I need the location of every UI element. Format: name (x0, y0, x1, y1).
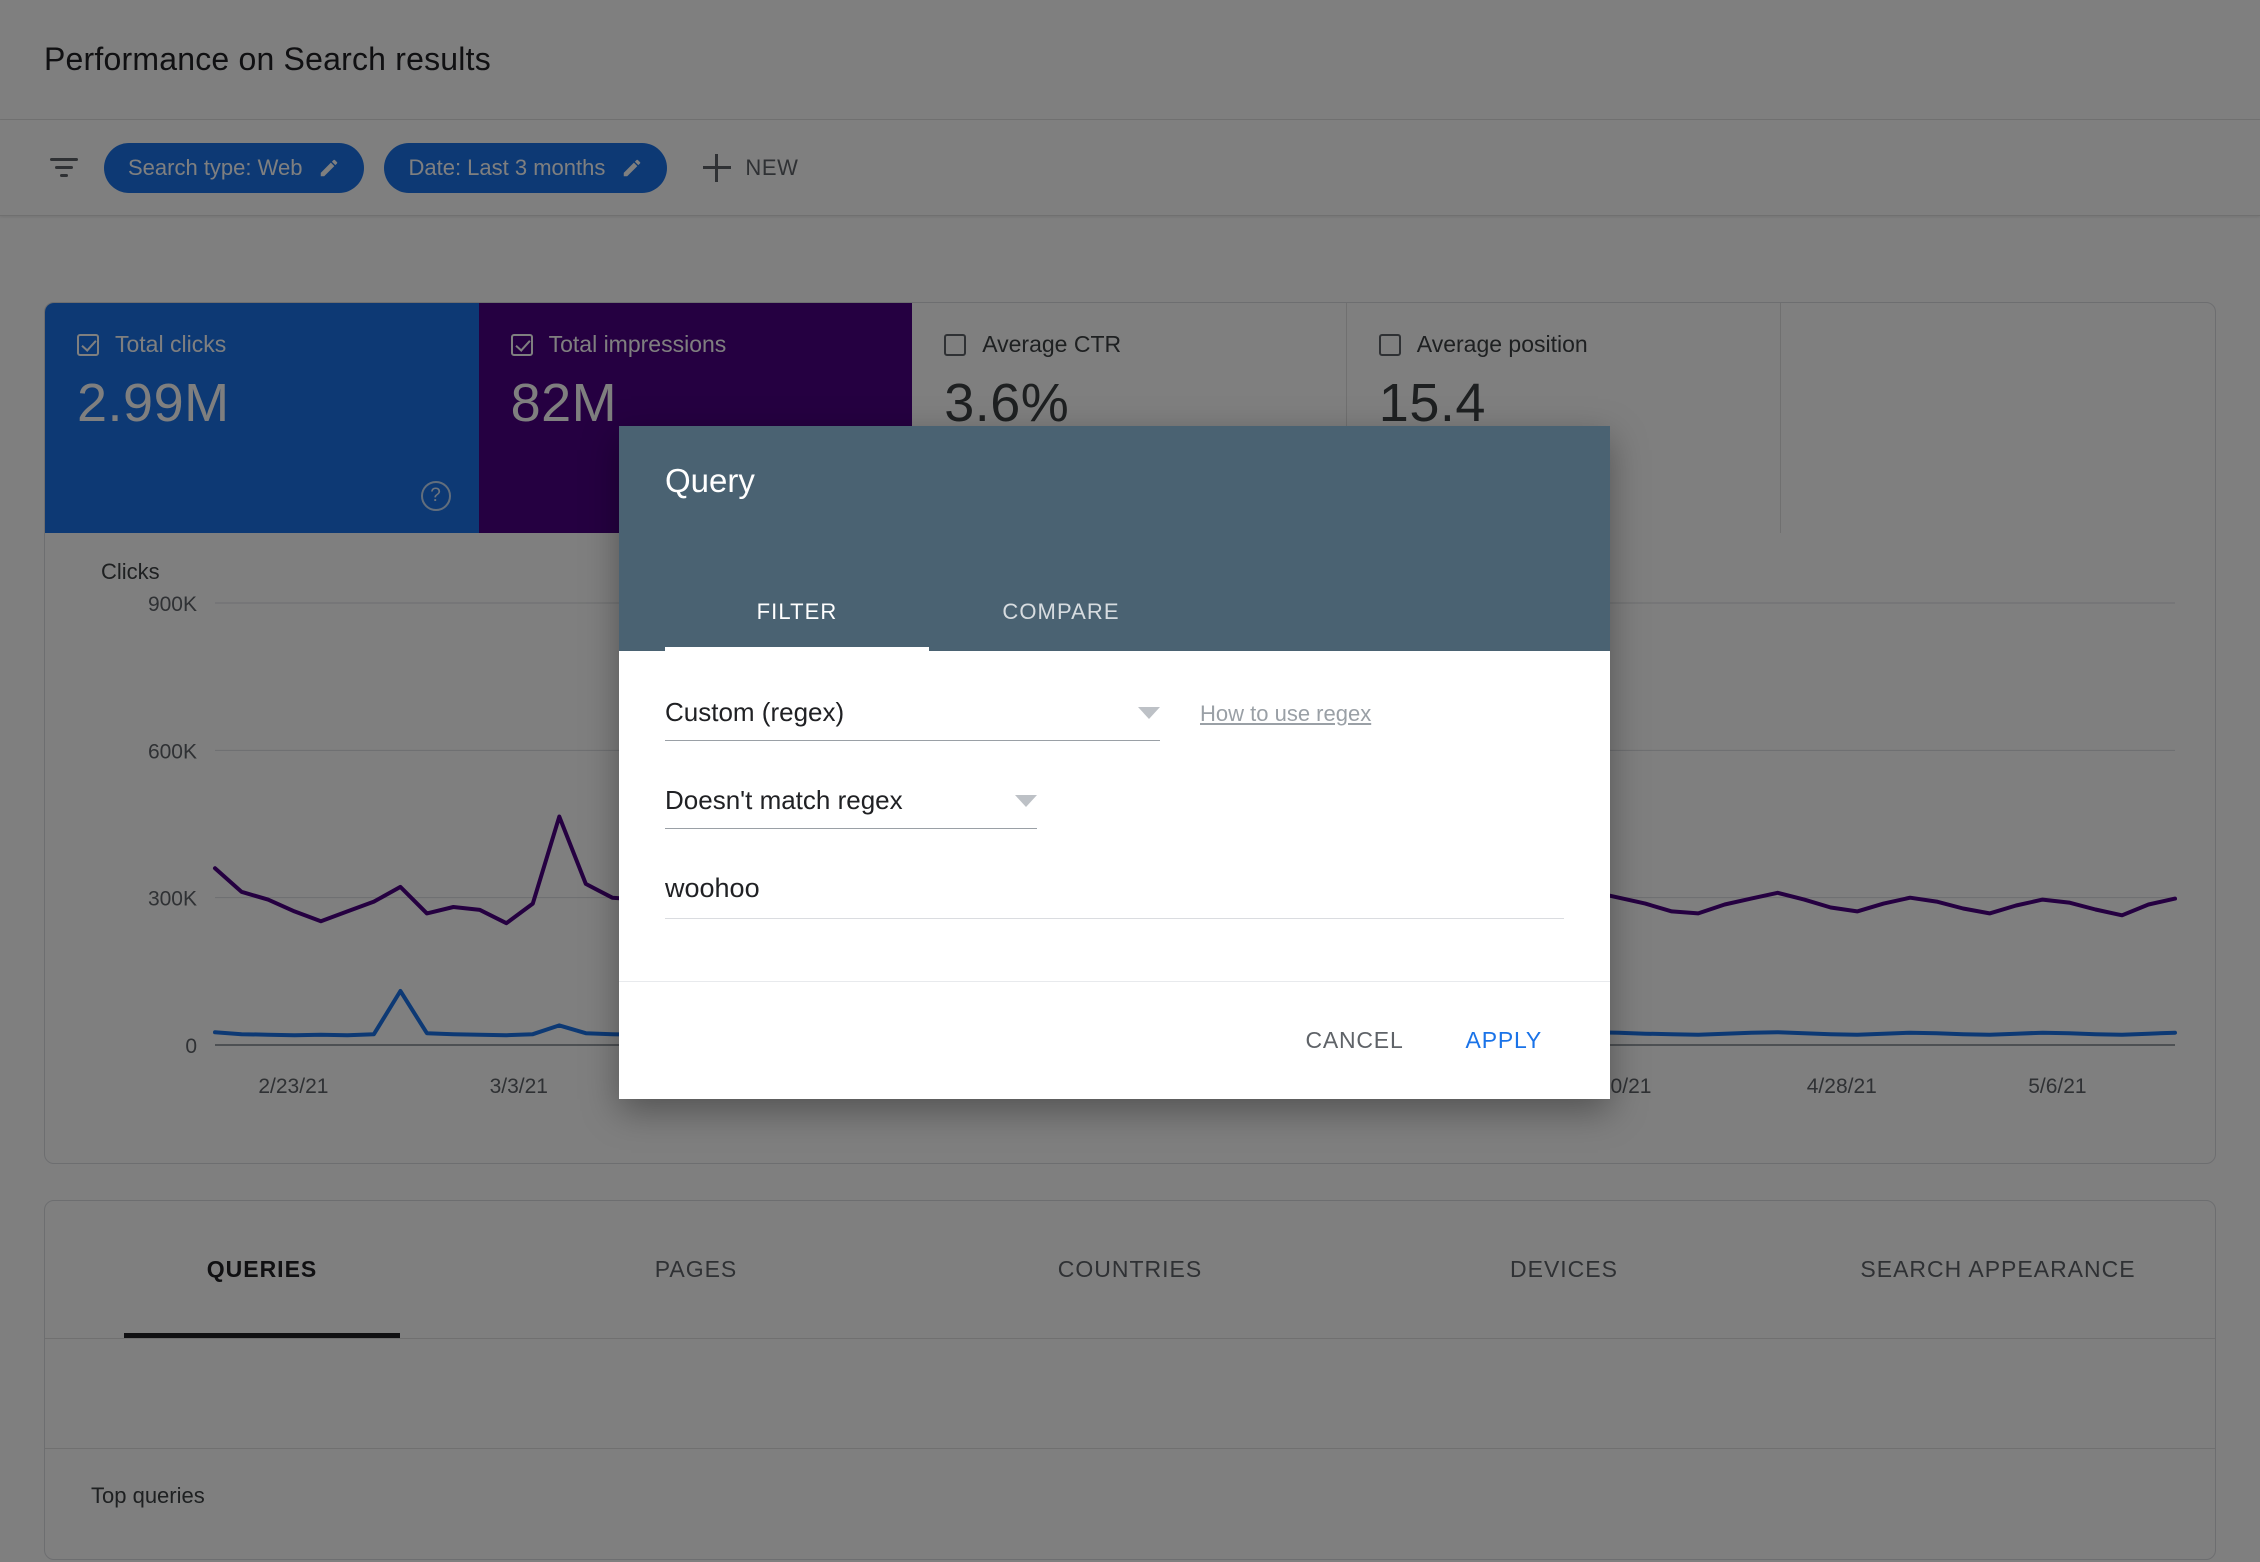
match-type-select[interactable]: Custom (regex) (665, 697, 1160, 741)
regex-value-input[interactable] (665, 873, 1564, 919)
regex-operator-row: Doesn't match regex (665, 785, 1564, 829)
how-to-use-regex-link[interactable]: How to use regex (1200, 701, 1372, 726)
cancel-button[interactable]: CANCEL (1283, 1011, 1425, 1070)
dialog-tabs: FILTER COMPARE (665, 573, 1193, 651)
regex-operator-value: Doesn't match regex (665, 785, 903, 815)
dialog-title: Query (665, 462, 755, 499)
chevron-down-icon (1138, 706, 1160, 719)
dialog-footer: CANCEL APPLY (619, 981, 1610, 1099)
apply-button[interactable]: APPLY (1444, 1011, 1564, 1070)
dialog-header: Query FILTER COMPARE (619, 426, 1610, 651)
chevron-down-icon (1015, 794, 1037, 807)
dialog-body: Custom (regex) How to use regex Doesn't … (619, 651, 1610, 981)
dialog-tab-label: COMPARE (1002, 599, 1120, 624)
dialog-tab-label: FILTER (756, 599, 838, 624)
query-filter-dialog: Query FILTER COMPARE Custom (regex) How … (619, 426, 1610, 1099)
match-type-value: Custom (regex) (665, 697, 845, 727)
regex-operator-select[interactable]: Doesn't match regex (665, 785, 1037, 829)
match-type-row: Custom (regex) How to use regex (665, 697, 1564, 741)
dialog-tab-compare[interactable]: COMPARE (929, 573, 1193, 651)
dialog-tab-filter[interactable]: FILTER (665, 573, 929, 651)
value-input-row (665, 873, 1564, 919)
